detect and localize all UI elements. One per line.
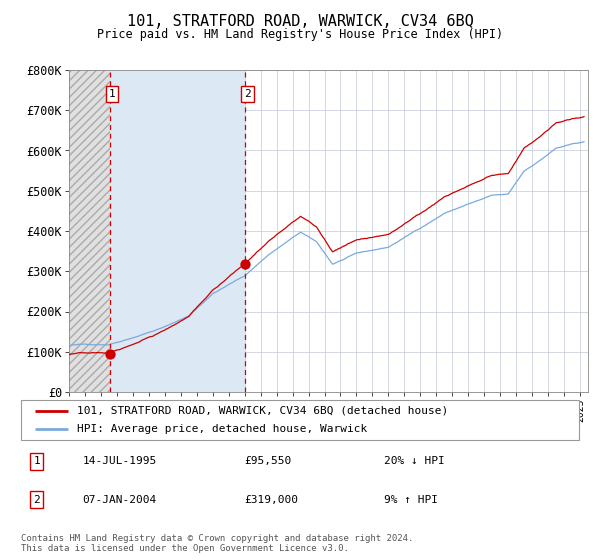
Text: 1: 1 — [33, 456, 40, 466]
Text: 1: 1 — [109, 89, 115, 99]
Text: 101, STRATFORD ROAD, WARWICK, CV34 6BQ (detached house): 101, STRATFORD ROAD, WARWICK, CV34 6BQ (… — [77, 406, 448, 416]
Text: 20% ↓ HPI: 20% ↓ HPI — [384, 456, 445, 466]
Text: £95,550: £95,550 — [244, 456, 292, 466]
Bar — [110, 70, 245, 392]
Bar — [69, 70, 110, 392]
Text: HPI: Average price, detached house, Warwick: HPI: Average price, detached house, Warw… — [77, 424, 367, 434]
Point — [105, 349, 115, 358]
Text: 2: 2 — [244, 89, 251, 99]
Point — [240, 259, 250, 268]
Text: 14-JUL-1995: 14-JUL-1995 — [82, 456, 157, 466]
Text: 9% ↑ HPI: 9% ↑ HPI — [384, 494, 438, 505]
Text: £319,000: £319,000 — [244, 494, 298, 505]
Text: Price paid vs. HM Land Registry's House Price Index (HPI): Price paid vs. HM Land Registry's House … — [97, 28, 503, 41]
Text: 2: 2 — [33, 494, 40, 505]
Text: 101, STRATFORD ROAD, WARWICK, CV34 6BQ: 101, STRATFORD ROAD, WARWICK, CV34 6BQ — [127, 14, 473, 29]
Text: 07-JAN-2004: 07-JAN-2004 — [82, 494, 157, 505]
Text: Contains HM Land Registry data © Crown copyright and database right 2024.
This d: Contains HM Land Registry data © Crown c… — [21, 534, 413, 553]
